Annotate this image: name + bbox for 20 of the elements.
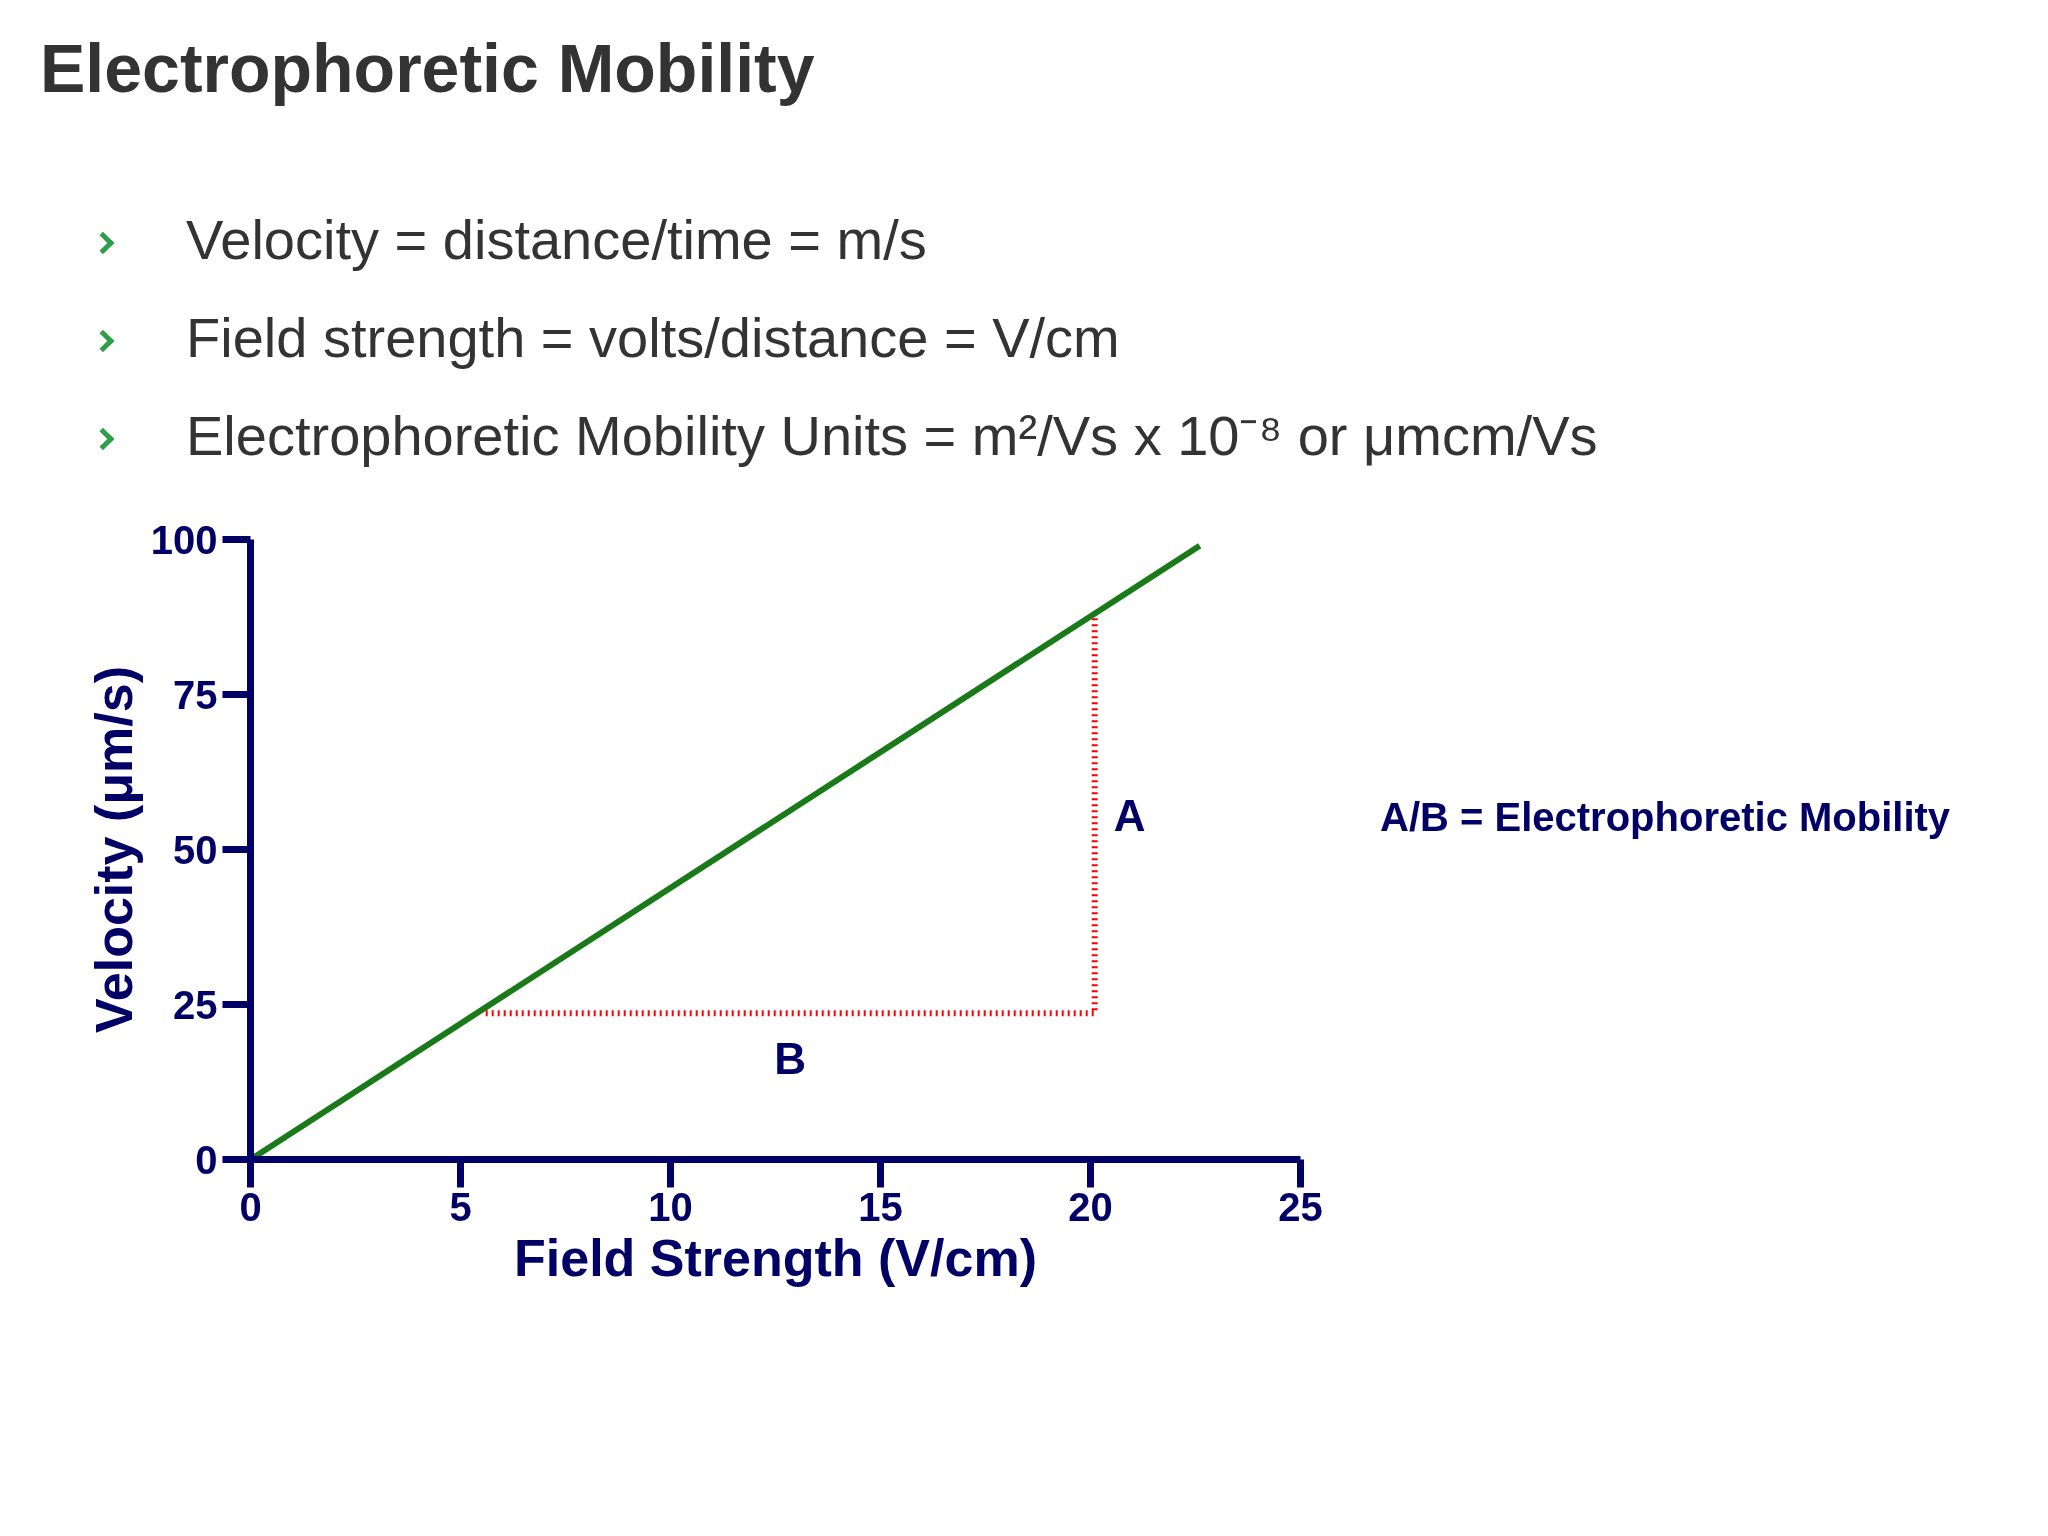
text: A/B = Electrophoretic Mobility xyxy=(1380,794,1951,842)
y-tick-label: 0 xyxy=(195,1137,218,1182)
chart-title: Electrophoretic Mobility xyxy=(40,29,815,108)
y-tick-label: 25 xyxy=(173,982,218,1027)
x-tick-label: 25 xyxy=(1278,1184,1323,1229)
text: Velocity = distance/time = m/s xyxy=(185,207,928,274)
x-tick-label: 5 xyxy=(449,1184,472,1229)
y-tick-label: 100 xyxy=(150,517,218,562)
y-tick-label: 50 xyxy=(173,827,218,872)
annotation: A xyxy=(1113,790,1146,840)
text: Field strength = volts/distance = V/cm xyxy=(185,305,1121,372)
annotation: B xyxy=(774,1033,807,1083)
y-axis-title: Velocity (μm/s) xyxy=(84,666,143,1034)
text: Electrophoretic Mobility Units = m²/Vs x 10⁻⁸ or μmcm/Vs xyxy=(185,403,1598,470)
x-tick-label: 0 xyxy=(239,1184,262,1229)
x-axis-title: Field Strength (V/cm) xyxy=(514,1228,1037,1287)
x-tick-label: 10 xyxy=(648,1184,693,1229)
x-tick-label: 20 xyxy=(1068,1184,1113,1229)
y-tick-label: 75 xyxy=(173,672,218,717)
x-tick-label: 15 xyxy=(858,1184,903,1229)
